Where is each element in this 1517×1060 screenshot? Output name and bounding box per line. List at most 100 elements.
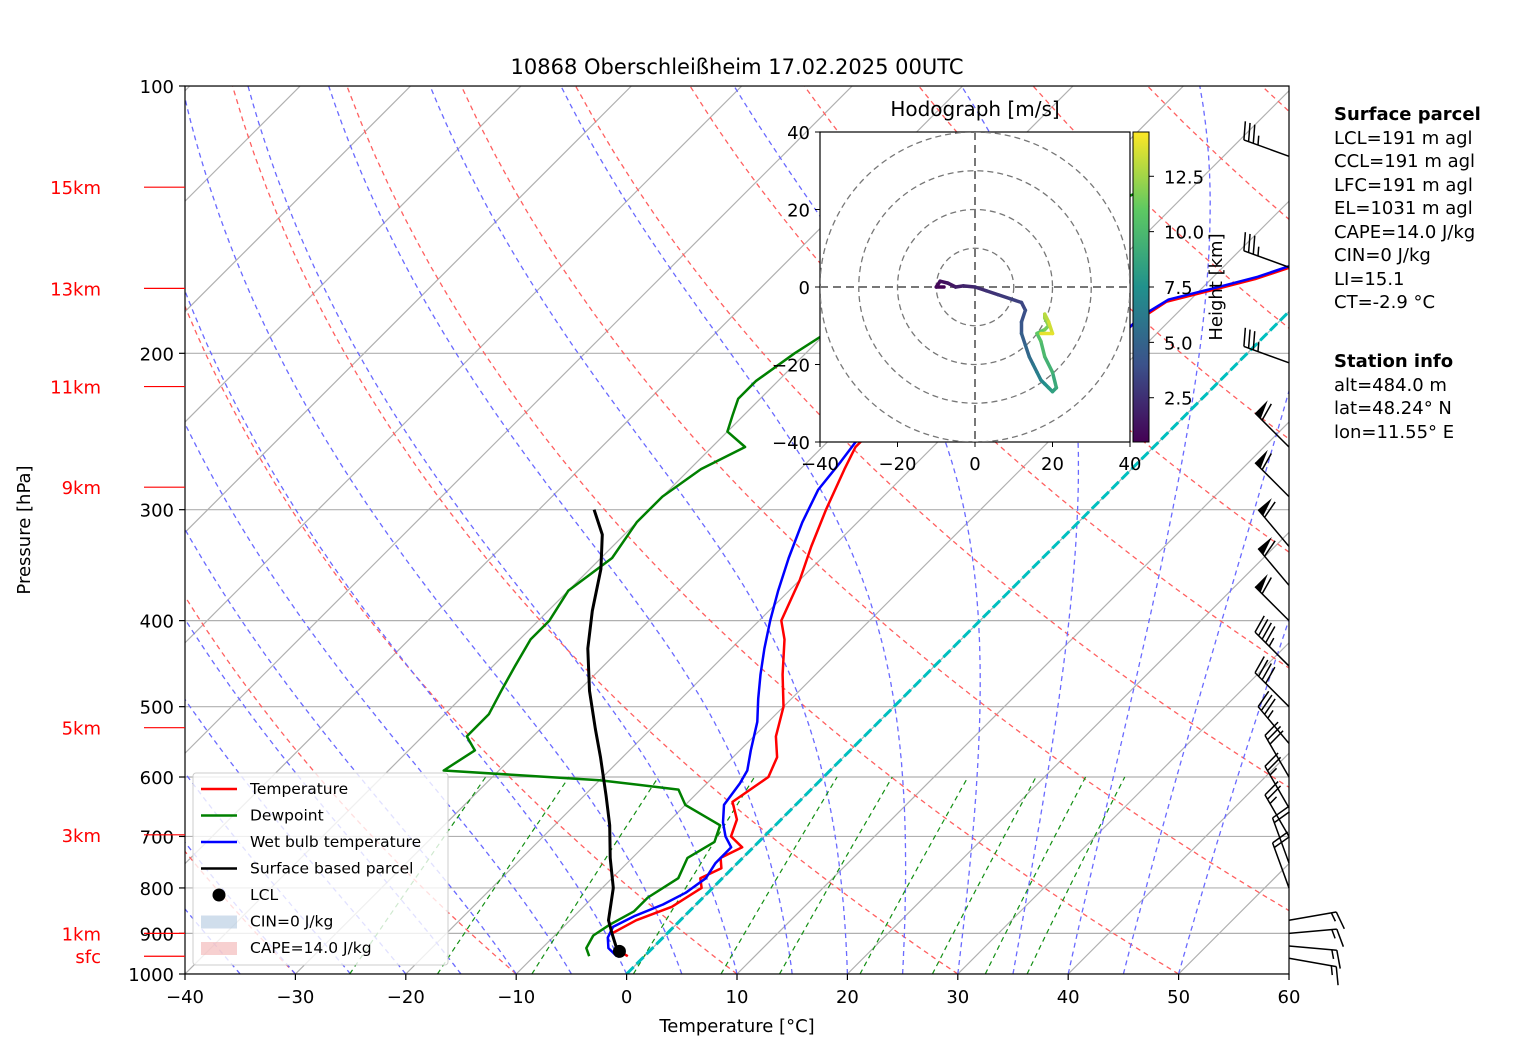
moist-adiabat xyxy=(1067,86,1211,974)
legend-label: Surface based parcel xyxy=(250,860,413,878)
x-tick-label: −20 xyxy=(387,987,425,1008)
isotherm xyxy=(736,421,1289,974)
hodograph-y-tick-label: −40 xyxy=(772,433,810,454)
station-info-line: lat=48.24° N xyxy=(1334,398,1452,419)
isotherm xyxy=(846,531,1289,974)
height-label: 3km xyxy=(62,826,101,847)
x-tick-label: 30 xyxy=(946,987,969,1008)
y-axis-label: Pressure [hPa] xyxy=(14,465,35,594)
moist-adiabat xyxy=(960,86,1080,974)
wind-barb xyxy=(1257,498,1290,547)
isotherm xyxy=(626,310,1289,974)
mixing-ratio-line xyxy=(984,776,1087,974)
axes: −40 −30 −20 −10 0 10 20 30 40 50 60100200300400500… xyxy=(128,77,1300,1008)
moist-adiabat xyxy=(185,908,241,974)
legend-label: CIN=0 J/kg xyxy=(250,913,333,931)
wind-barb xyxy=(1271,806,1290,864)
height-label: 9km xyxy=(62,478,101,499)
moist-adiabat xyxy=(328,86,793,974)
x-tick-label: 60 xyxy=(1278,987,1301,1008)
mixing-ratio-line xyxy=(931,776,1037,974)
legend-box xyxy=(192,772,449,966)
hodograph-y-tick-label: 20 xyxy=(787,201,810,222)
isotherm xyxy=(185,86,743,644)
parcel-info-panel: Surface parcel LCL=191 m agl CCL=191 m a… xyxy=(1334,103,1481,315)
hodograph-segment xyxy=(961,284,977,289)
hodograph-x-tick-label: 40 xyxy=(1119,454,1142,475)
wind-barb xyxy=(1254,574,1290,622)
isotherm xyxy=(1067,752,1289,974)
legend-marker xyxy=(212,888,226,902)
y-tick-label: 1000 xyxy=(128,965,174,986)
isotherm xyxy=(185,86,632,534)
y-tick-label: 300 xyxy=(140,501,174,522)
parcel-info-line: EL=1031 m agl xyxy=(1334,198,1473,219)
hodograph-segment xyxy=(1046,320,1055,336)
isotherm xyxy=(185,86,412,313)
colorbar-tick-label: 10.0 xyxy=(1164,223,1204,244)
hodograph-y-tick-label: 0 xyxy=(799,278,810,299)
legend-label: Wet bulb temperature xyxy=(250,833,421,851)
hodograph-ring xyxy=(896,208,1054,366)
y-tick-label: 800 xyxy=(140,879,174,900)
parcel-info-line: CIN=0 J/kg xyxy=(1334,245,1431,266)
wind-barb xyxy=(1254,400,1290,448)
x-tick-label: −30 xyxy=(276,987,314,1008)
hodograph-x-tick-label: 0 xyxy=(969,454,980,475)
moist-adiabat xyxy=(185,618,462,974)
parcel-info-line: CAPE=14.0 J/kg xyxy=(1334,221,1476,243)
moist-adiabat xyxy=(1177,617,1289,974)
y-tick-label: 200 xyxy=(140,344,174,365)
isotherm xyxy=(957,641,1289,974)
wind-barb xyxy=(1288,945,1341,969)
station-info-header: Station info xyxy=(1334,351,1454,372)
x-tick-label: 20 xyxy=(836,987,859,1008)
hodograph-segment xyxy=(1023,343,1031,359)
wind-barb xyxy=(1257,690,1290,744)
hodograph-segment xyxy=(1008,296,1024,305)
moist-adiabat xyxy=(247,86,738,974)
isotherm xyxy=(185,86,853,755)
hodograph-y-tick-label: −20 xyxy=(772,356,810,377)
moist-adiabat xyxy=(733,86,981,974)
colorbar-tick-label: 7.5 xyxy=(1164,278,1193,299)
mixing-ratio-line xyxy=(778,776,893,974)
parcel-info-header: Surface parcel xyxy=(1334,104,1481,125)
x-tick-label: 40 xyxy=(1057,987,1080,1008)
wind-barb xyxy=(1288,911,1345,930)
legend-label: Dewpoint xyxy=(250,807,324,825)
colorbar-tick-label: 12.5 xyxy=(1164,167,1204,188)
colorbar xyxy=(1132,131,1150,443)
hodograph-segment xyxy=(1050,370,1059,390)
isotherm xyxy=(515,200,1289,974)
y-tick-label: 400 xyxy=(140,612,174,633)
height-label: sfc xyxy=(75,947,101,968)
hodograph-x-tick-label: −40 xyxy=(801,454,839,475)
legend-swatch xyxy=(201,942,237,955)
hodograph-segment xyxy=(984,289,1000,297)
mixing-ratio-line xyxy=(720,776,838,974)
height-label: 5km xyxy=(62,719,101,740)
colorbar-tick-label: 5.0 xyxy=(1164,333,1193,354)
mixing-ratio-line xyxy=(436,776,570,974)
dry-adiabat xyxy=(346,86,1179,974)
hodograph-y-tick-label: 40 xyxy=(787,123,810,144)
legend-label: Temperature xyxy=(249,780,348,798)
wind-barb xyxy=(1288,928,1345,947)
hodograph-segment xyxy=(996,293,1012,301)
moist-adiabat xyxy=(185,95,683,974)
hodograph-segment xyxy=(1043,355,1055,374)
wind-barb xyxy=(1257,537,1290,586)
wind-barb xyxy=(1243,232,1290,268)
x-tick-label: −40 xyxy=(166,987,204,1008)
wind-barb xyxy=(1254,656,1290,708)
parcel-info-line: LFC=191 m agl xyxy=(1334,174,1473,196)
hodograph-segment xyxy=(1019,331,1028,347)
moist-adiabat xyxy=(429,86,849,974)
x-axis-label: Temperature [°C] xyxy=(658,1016,814,1037)
moist-adiabat xyxy=(1122,388,1289,974)
mixing-ratio-line xyxy=(1026,776,1126,974)
station-info-line: alt=484.0 m xyxy=(1334,374,1447,396)
